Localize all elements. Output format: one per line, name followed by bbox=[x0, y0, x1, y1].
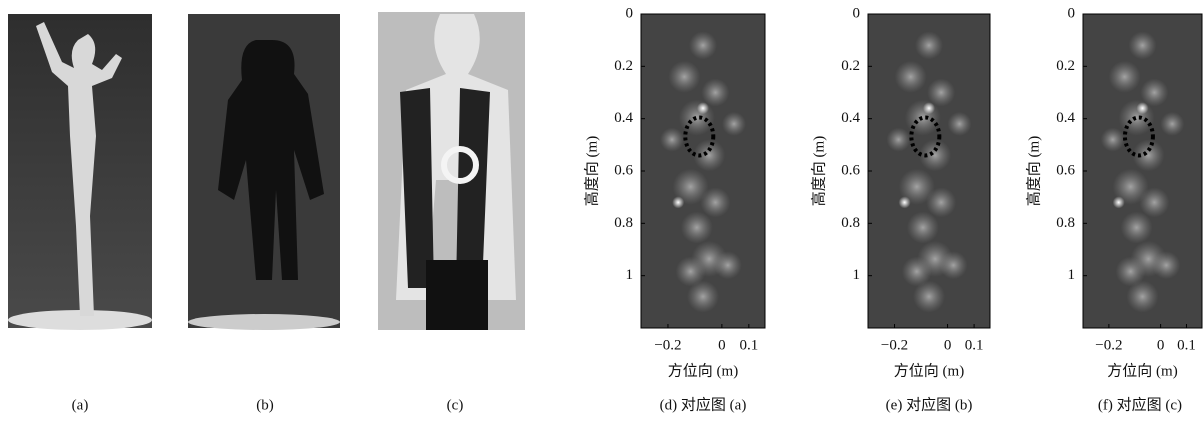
image-blob bbox=[1126, 280, 1159, 313]
y-tick-label: 0.4 bbox=[841, 110, 860, 126]
y-tick-label: 1 bbox=[853, 267, 861, 283]
x-axis-label: 方位向 (m) bbox=[894, 362, 964, 379]
image-blob bbox=[701, 78, 730, 107]
image-blob bbox=[894, 60, 927, 93]
x-tick-label: −0.2 bbox=[881, 337, 908, 353]
y-tick-label: 0.6 bbox=[614, 162, 633, 178]
image-blob bbox=[675, 256, 706, 287]
image-blob bbox=[927, 78, 956, 107]
image-blob bbox=[1120, 211, 1153, 244]
y-tick-label: 0.2 bbox=[1056, 58, 1075, 74]
y-tick-label: 1 bbox=[1068, 267, 1076, 283]
y-tick-label: 1 bbox=[626, 267, 634, 283]
caption: (c) bbox=[447, 397, 464, 413]
x-tick-label: 0.1 bbox=[739, 337, 758, 353]
x-tick-label: 0.1 bbox=[965, 337, 984, 353]
image-blob bbox=[668, 60, 701, 93]
image-blob bbox=[1118, 99, 1155, 136]
x-tick-label: 0 bbox=[718, 337, 726, 353]
image-blob bbox=[672, 168, 709, 205]
image-blob bbox=[913, 280, 945, 313]
image-blob bbox=[919, 139, 952, 172]
y-tick-label: 0.4 bbox=[614, 110, 633, 126]
target-outline bbox=[683, 115, 716, 158]
image-blob bbox=[939, 251, 968, 280]
image-blob bbox=[1139, 187, 1170, 218]
image-blob bbox=[904, 99, 941, 136]
image-blob bbox=[1112, 168, 1149, 205]
image-blob bbox=[1128, 31, 1157, 60]
image-blob bbox=[713, 251, 742, 280]
hot-spot bbox=[898, 196, 911, 209]
x-axis-label: 方位向 (m) bbox=[1107, 362, 1177, 379]
y-tick-label: 0 bbox=[626, 5, 634, 21]
image-blob bbox=[689, 31, 717, 60]
y-tick-label: 0 bbox=[1068, 5, 1076, 21]
y-tick-label: 0 bbox=[853, 5, 861, 21]
image-blob bbox=[1140, 78, 1169, 107]
image-blob bbox=[1108, 60, 1141, 93]
x-tick-label: 0 bbox=[944, 337, 952, 353]
image-blob bbox=[1100, 127, 1125, 152]
image-blob bbox=[915, 31, 943, 60]
y-axis-label: 高度向 (m) bbox=[1025, 136, 1042, 206]
target-outline bbox=[909, 115, 942, 158]
image-blob bbox=[947, 111, 972, 136]
hot-spot bbox=[1136, 102, 1149, 115]
image-blob bbox=[693, 139, 726, 172]
hot-spot bbox=[672, 196, 685, 209]
photo-b bbox=[188, 14, 340, 330]
hot-spot bbox=[923, 102, 935, 115]
y-tick-label: 0.8 bbox=[1056, 215, 1075, 231]
y-axis-label: 高度向 (m) bbox=[810, 136, 827, 206]
photo-c bbox=[378, 12, 525, 330]
y-tick-label: 0.2 bbox=[614, 58, 633, 74]
hot-spot bbox=[1112, 196, 1125, 209]
x-tick-label: −0.2 bbox=[654, 337, 681, 353]
image-blob bbox=[926, 187, 957, 218]
image-blob bbox=[1152, 251, 1181, 280]
caption: (e) 对应图 (b) bbox=[886, 395, 973, 413]
image-blob bbox=[1115, 256, 1146, 287]
image-blob bbox=[680, 211, 713, 244]
image-blob bbox=[906, 211, 939, 244]
caption: (a) bbox=[72, 397, 89, 413]
y-tick-label: 0.6 bbox=[841, 162, 860, 178]
image-blob bbox=[898, 168, 935, 205]
y-axis-label: 高度向 (m) bbox=[583, 136, 600, 206]
y-tick-label: 0.6 bbox=[1056, 162, 1075, 178]
image-blob bbox=[687, 280, 719, 313]
target-outline bbox=[1122, 115, 1155, 158]
hot-spot bbox=[697, 102, 709, 115]
image-blob bbox=[678, 99, 715, 136]
caption: (f) 对应图 (c) bbox=[1098, 395, 1182, 413]
image-blob bbox=[1160, 111, 1185, 136]
y-tick-label: 0.8 bbox=[614, 215, 633, 231]
x-tick-label: 0 bbox=[1157, 337, 1165, 353]
image-blob bbox=[660, 127, 684, 152]
caption: (d) 对应图 (a) bbox=[660, 395, 747, 413]
photo-a bbox=[8, 14, 152, 330]
image-blob bbox=[700, 187, 731, 218]
x-tick-label: −0.2 bbox=[1095, 337, 1122, 353]
image-blob bbox=[722, 111, 746, 136]
y-tick-label: 0.2 bbox=[841, 58, 860, 74]
image-blob bbox=[1132, 139, 1165, 172]
image-blob bbox=[901, 256, 932, 287]
image-blob bbox=[886, 127, 911, 152]
y-tick-label: 0.8 bbox=[841, 215, 860, 231]
caption: (b) bbox=[256, 397, 274, 413]
y-tick-label: 0.4 bbox=[1056, 110, 1075, 126]
x-axis-label: 方位向 (m) bbox=[668, 362, 738, 379]
x-tick-label: 0.1 bbox=[1177, 337, 1196, 353]
